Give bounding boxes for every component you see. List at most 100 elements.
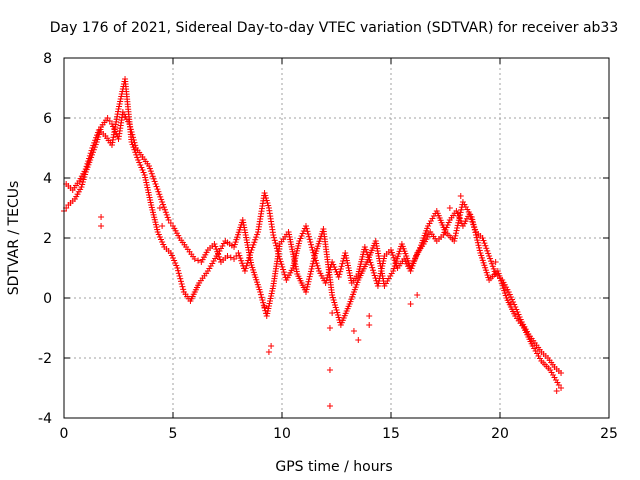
data-point: [88, 147, 95, 154]
data-point: [146, 165, 153, 172]
data-point: [476, 244, 483, 251]
data-point: [407, 301, 414, 307]
data-point: [471, 224, 478, 231]
data-point: [338, 263, 345, 270]
data-point: [452, 232, 459, 239]
data-point: [457, 193, 464, 199]
x-tick-label: 5: [169, 426, 178, 442]
data-point: [134, 154, 141, 161]
data-point: [147, 168, 154, 175]
data-point: [164, 214, 171, 221]
x-tick-label: 15: [382, 426, 400, 442]
data-point: [92, 137, 99, 144]
y-tick-label: -2: [38, 351, 52, 367]
data-point: [149, 173, 156, 180]
data-point: [366, 322, 373, 328]
data-point: [475, 242, 482, 249]
data-point: [156, 205, 163, 211]
data-point: [305, 278, 312, 285]
data-point: [89, 145, 96, 151]
data-point: [307, 239, 314, 245]
x-tick-label: 0: [60, 426, 69, 442]
data-point: [456, 214, 463, 221]
data-point: [239, 260, 246, 267]
data-point: [309, 247, 316, 253]
data-point: [469, 219, 476, 226]
data-point: [273, 242, 280, 249]
data-point: [227, 254, 234, 261]
data-point: [242, 265, 249, 272]
data-point: [311, 255, 318, 262]
data-point: [279, 263, 286, 270]
data-point: [254, 231, 261, 238]
data-point: [304, 228, 311, 235]
data-point: [94, 132, 101, 139]
data-point: [492, 259, 499, 265]
data-point: [257, 291, 264, 298]
data-point: [322, 280, 329, 286]
data-point: [307, 268, 314, 275]
data-point: [479, 235, 486, 241]
data-point: [177, 275, 184, 282]
data-point: [257, 289, 264, 295]
data-point: [178, 281, 185, 287]
data-point: [455, 219, 462, 226]
data-point: [305, 231, 312, 237]
data-point: [180, 286, 187, 293]
data-point: [553, 388, 560, 394]
data-point: [162, 209, 169, 216]
data-point: [326, 403, 333, 409]
data-point: [476, 247, 483, 254]
data-point: [481, 240, 488, 247]
data-point: [211, 241, 218, 247]
data-point: [90, 142, 97, 149]
data-point: [131, 146, 138, 153]
data-point: [151, 178, 158, 185]
data-point: [93, 134, 100, 141]
data-point: [250, 241, 257, 248]
data-point: [238, 257, 245, 264]
data-point: [304, 281, 311, 288]
data-point: [258, 294, 265, 301]
x-axis-label: GPS time / hours: [275, 459, 392, 475]
data-point: [272, 240, 279, 246]
data-point: [84, 160, 91, 167]
data-point: [159, 199, 166, 205]
data-point: [487, 258, 494, 265]
y-tick-label: 2: [43, 231, 52, 247]
data-point: [457, 212, 464, 218]
data-point: [163, 211, 170, 218]
data-point: [156, 191, 163, 198]
data-point: [303, 225, 310, 232]
data-point: [177, 278, 184, 285]
data-point: [371, 272, 378, 279]
data-point: [251, 239, 258, 246]
y-tick-label: -4: [38, 411, 52, 427]
data-point: [152, 181, 159, 187]
data-point: [85, 158, 92, 165]
data-point: [86, 152, 93, 159]
data-points: [61, 76, 565, 409]
data-point: [455, 217, 462, 224]
data-point: [155, 188, 162, 195]
data-point: [337, 268, 344, 275]
data-point: [474, 237, 481, 244]
data-point: [309, 263, 316, 270]
data-point: [485, 250, 492, 257]
data-point: [305, 233, 312, 240]
data-point: [451, 238, 458, 244]
data-point: [160, 204, 167, 211]
data-point: [452, 230, 459, 237]
data-point: [174, 265, 181, 271]
data-point: [304, 283, 311, 290]
data-point: [133, 151, 140, 158]
data-point: [337, 266, 344, 272]
data-point: [473, 232, 480, 238]
data-point: [326, 325, 333, 331]
x-tick-label: 25: [600, 426, 618, 442]
data-point: [243, 262, 250, 269]
data-point: [148, 170, 155, 177]
data-point: [217, 256, 224, 263]
tick-marks: [63, 57, 610, 419]
